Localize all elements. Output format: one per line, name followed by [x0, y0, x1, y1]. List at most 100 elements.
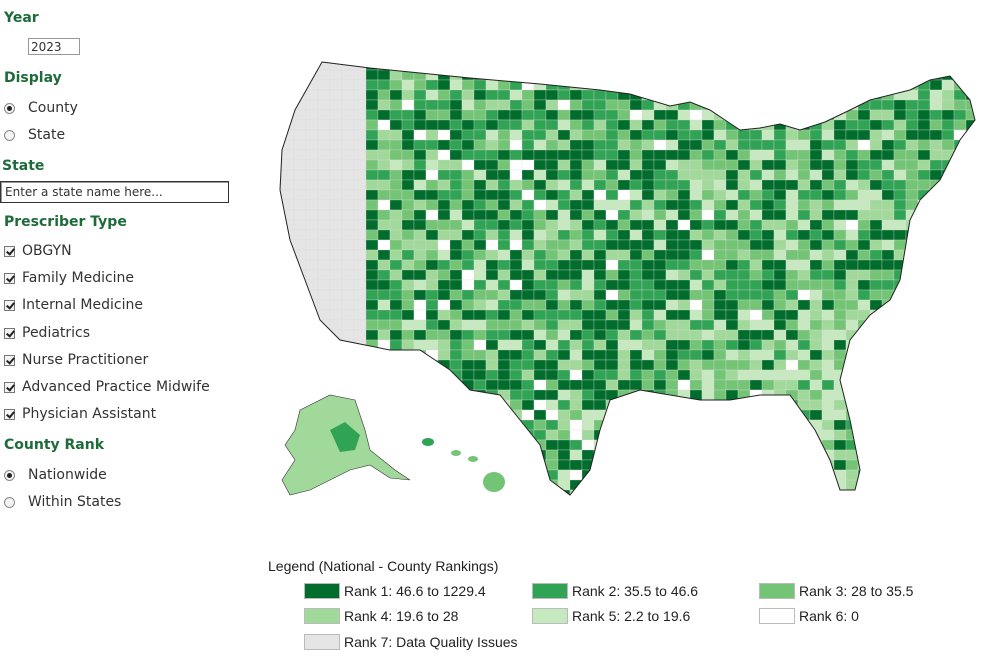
county-cell[interactable]: [425, 89, 439, 101]
county-cell[interactable]: [605, 449, 619, 461]
county-cell[interactable]: [365, 369, 379, 381]
county-cell[interactable]: [605, 169, 619, 181]
county-cell[interactable]: [641, 399, 655, 411]
county-cell[interactable]: [461, 199, 475, 211]
county-cell[interactable]: [726, 50, 738, 60]
county-cell[interactable]: [845, 469, 859, 481]
county-cell[interactable]: [941, 319, 955, 331]
county-cell[interactable]: [293, 69, 307, 81]
county-cell[interactable]: [641, 119, 655, 131]
county-cell[interactable]: [270, 109, 283, 121]
county-cell[interactable]: [654, 50, 666, 60]
rank-within-states-radio[interactable]: Within States: [4, 494, 121, 510]
county-cell[interactable]: [857, 229, 871, 241]
county-cell[interactable]: [653, 319, 667, 331]
county-cell[interactable]: [713, 439, 727, 451]
county-cell[interactable]: [545, 339, 559, 351]
county-cell[interactable]: [821, 309, 835, 321]
county-cell[interactable]: [389, 249, 403, 261]
county-cell[interactable]: [689, 299, 703, 311]
county-cell[interactable]: [785, 399, 799, 411]
county-cell[interactable]: [533, 129, 547, 141]
county-cell[interactable]: [557, 269, 571, 281]
county-cell[interactable]: [653, 389, 667, 401]
county-cell[interactable]: [425, 319, 439, 331]
county-cell[interactable]: [725, 199, 739, 211]
county-cell[interactable]: [905, 249, 919, 261]
county-cell[interactable]: [438, 50, 450, 60]
county-cell[interactable]: [377, 429, 391, 441]
county-cell[interactable]: [377, 189, 391, 201]
county-cell[interactable]: [521, 449, 535, 461]
county-cell[interactable]: [845, 379, 859, 391]
county-cell[interactable]: [797, 169, 811, 181]
county-cell[interactable]: [917, 449, 931, 461]
county-cell[interactable]: [497, 279, 511, 291]
county-cell[interactable]: [869, 69, 883, 81]
county-cell[interactable]: [473, 419, 487, 431]
county-cell[interactable]: [557, 369, 571, 381]
county-cell[interactable]: [965, 249, 978, 261]
county-cell[interactable]: [306, 50, 318, 60]
county-cell[interactable]: [869, 259, 883, 271]
county-cell[interactable]: [905, 159, 919, 171]
county-cell[interactable]: [653, 149, 667, 161]
county-cell[interactable]: [329, 299, 343, 311]
county-cell[interactable]: [701, 379, 715, 391]
county-cell[interactable]: [785, 239, 799, 251]
county-cell[interactable]: [689, 79, 703, 91]
county-cell[interactable]: [725, 189, 739, 201]
county-cell[interactable]: [413, 359, 427, 371]
county-cell[interactable]: [305, 269, 319, 281]
county-cell[interactable]: [797, 429, 811, 441]
county-cell[interactable]: [821, 179, 835, 191]
county-cell[interactable]: [929, 159, 943, 171]
county-cell[interactable]: [773, 289, 787, 301]
county-cell[interactable]: [449, 389, 463, 401]
county-cell[interactable]: [437, 199, 451, 211]
county-cell[interactable]: [581, 399, 595, 411]
county-cell[interactable]: [581, 479, 595, 491]
county-cell[interactable]: [605, 409, 619, 421]
county-cell[interactable]: [881, 489, 895, 500]
county-cell[interactable]: [461, 189, 475, 201]
county-cell[interactable]: [845, 129, 859, 141]
county-cell[interactable]: [605, 179, 619, 191]
county-cell[interactable]: [617, 129, 631, 141]
county-cell[interactable]: [689, 179, 703, 191]
county-cell[interactable]: [593, 209, 607, 221]
county-cell[interactable]: [545, 169, 559, 181]
county-cell[interactable]: [857, 389, 871, 401]
county-cell[interactable]: [821, 89, 835, 101]
county-cell[interactable]: [737, 379, 751, 391]
county-cell[interactable]: [725, 369, 739, 381]
county-cell[interactable]: [713, 429, 727, 441]
county-cell[interactable]: [270, 199, 283, 211]
county-cell[interactable]: [557, 109, 571, 121]
county-cell[interactable]: [509, 199, 523, 211]
state-search-input[interactable]: [0, 181, 229, 203]
county-cell[interactable]: [545, 209, 559, 221]
county-cell[interactable]: [905, 469, 919, 481]
county-cell[interactable]: [401, 439, 415, 451]
county-cell[interactable]: [437, 389, 451, 401]
county-cell[interactable]: [761, 239, 775, 251]
county-cell[interactable]: [270, 269, 283, 281]
county-cell[interactable]: [797, 459, 811, 471]
county-cell[interactable]: [377, 139, 391, 151]
county-cell[interactable]: [497, 429, 511, 441]
county-cell[interactable]: [317, 119, 331, 131]
county-cell[interactable]: [485, 329, 499, 341]
county-cell[interactable]: [749, 139, 763, 151]
county-cell[interactable]: [605, 439, 619, 451]
county-cell[interactable]: [857, 249, 871, 261]
county-cell[interactable]: [485, 419, 499, 431]
county-cell[interactable]: [401, 179, 415, 191]
county-cell[interactable]: [569, 119, 583, 131]
county-cell[interactable]: [629, 239, 643, 251]
county-cell[interactable]: [485, 399, 499, 411]
county-cell[interactable]: [881, 209, 895, 221]
county-cell[interactable]: [497, 69, 511, 81]
county-cell[interactable]: [509, 489, 523, 500]
county-cell[interactable]: [905, 69, 919, 81]
